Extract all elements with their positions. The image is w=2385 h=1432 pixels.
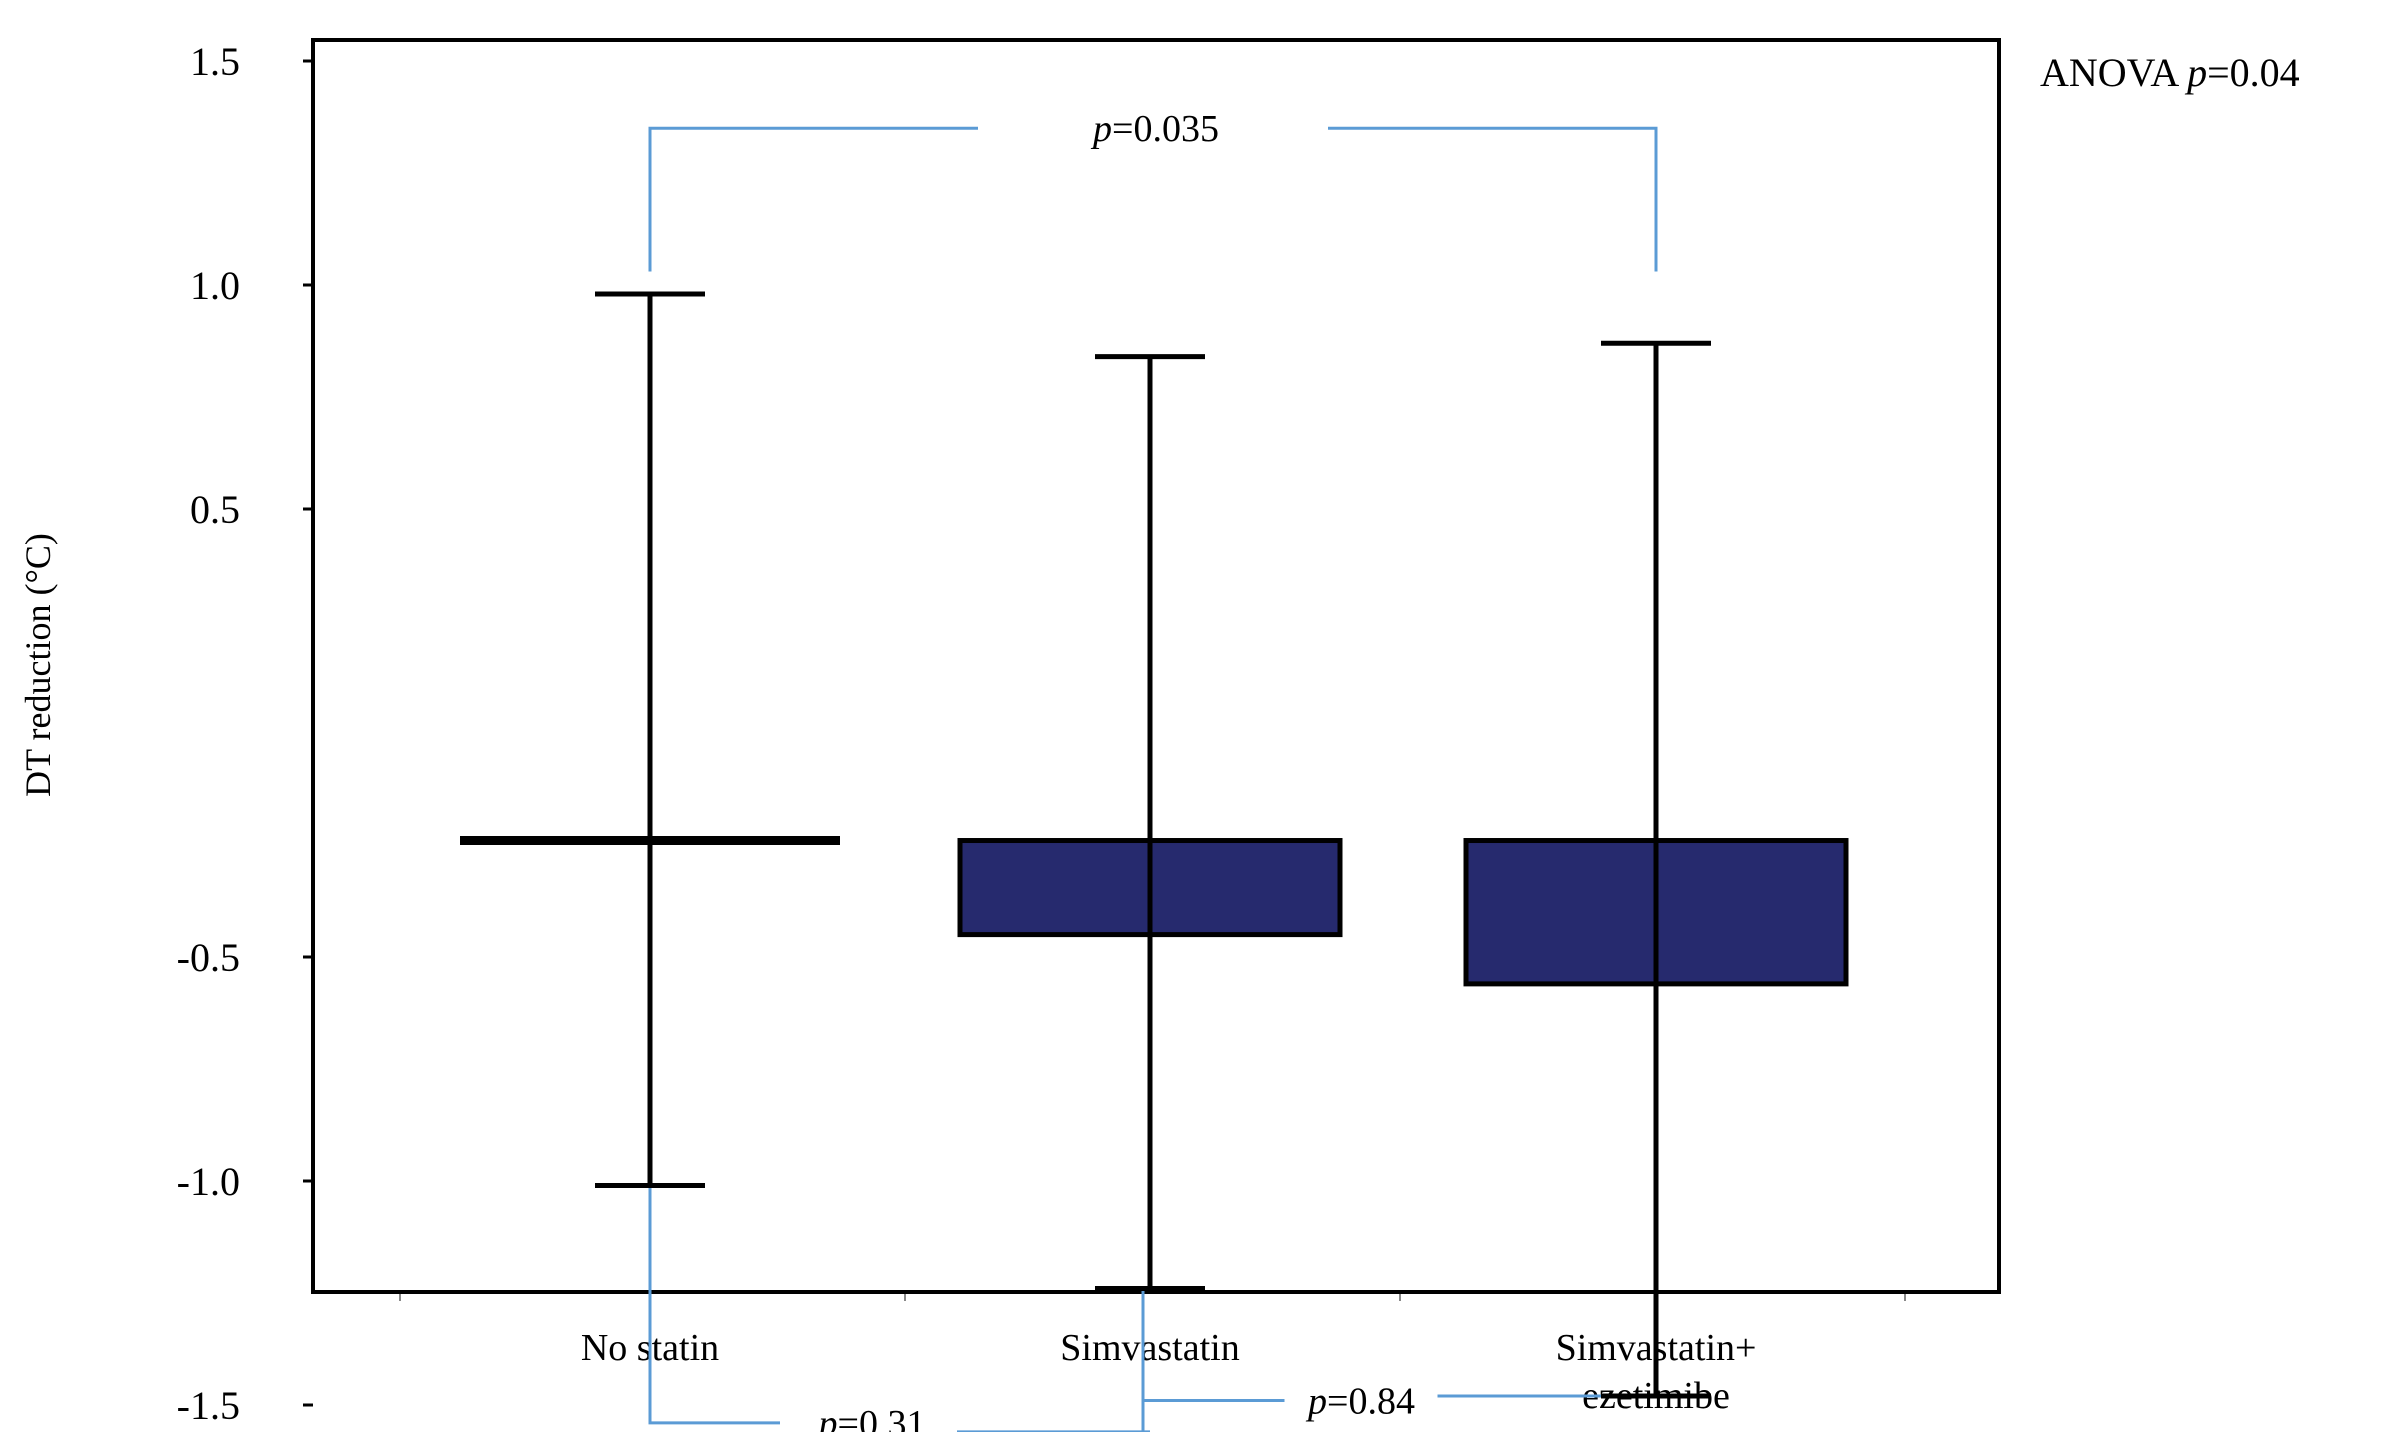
y-tick-label: 1.0 [190,263,240,308]
box-group [460,291,840,1188]
x-category-label: Simvastatin [1060,1327,1239,1369]
y-tick-label: -1.0 [177,1159,240,1204]
comparison-brackets: p=0.035 p=0.31 p=0.84 [648,108,1658,1432]
box-series [460,291,1849,1399]
y-axis: 1.5 1.0 0.5 -0.5 -1.0 -1.5 [177,39,313,1428]
y-tick-label: -0.5 [177,935,240,980]
box-group [957,354,1343,1292]
box-group [1463,340,1849,1399]
y-tick-label: -1.5 [177,1383,240,1428]
y-tick-label: 0.5 [190,487,240,532]
bracket-1-left [648,1185,780,1425]
p-value-label-0: p=0.035 [1090,108,1219,150]
x-axis: No statinSimvastatinSimvastatin+ezetimib… [399,1294,1906,1417]
bracket-0-right [1328,126,1658,272]
bracket-0-left [648,126,978,272]
y-tick-label: 1.5 [190,39,240,84]
p-value-label-1: p=0.31 [816,1403,926,1432]
y-axis-label: DT reduction (°C) [18,533,58,797]
anova-annotation: ANOVA p=0.04 [2040,50,2300,95]
plot-frame [311,38,2001,1294]
p-value-label-2: p=0.84 [1305,1381,1415,1423]
